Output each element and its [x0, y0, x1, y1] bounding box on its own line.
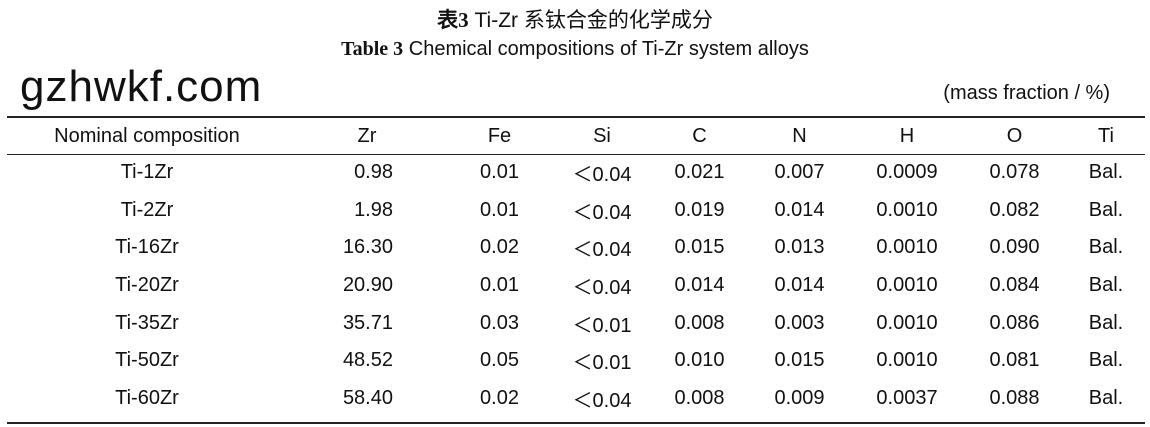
composition-table: Nominal composition Zr Fe Si C N H O Ti Ti-1Zr 0.… — [7, 118, 1145, 417]
table-cell: Bal. — [1088, 198, 1124, 221]
table-cell: 0.084 — [989, 274, 1040, 297]
unit-note: (mass fraction / %) — [943, 82, 1110, 104]
table-cell: 0.086 — [989, 311, 1040, 334]
table-cell: Ti-35Zr — [115, 311, 179, 334]
table-cell: 0.081 — [989, 349, 1040, 372]
table-cell: ＜0.04 — [572, 239, 632, 262]
table-cell: 58.40 — [342, 386, 393, 409]
table-cell: 0.003 — [774, 311, 825, 334]
table-cell: ＜0.01 — [572, 314, 632, 337]
bottom-rule — [7, 422, 1145, 424]
table-cell: Ti-60Zr — [115, 386, 179, 409]
table-cell: 0.02 — [480, 386, 519, 409]
table-cell: 0.0037 — [876, 386, 938, 409]
top-rule — [7, 116, 1145, 118]
table-cell: 0.0010 — [876, 198, 938, 221]
table-cell: Ti-16Zr — [115, 236, 179, 259]
table-cell: 0.078 — [989, 161, 1040, 184]
table-cell: 0.01 — [480, 161, 519, 184]
column-header: Si — [593, 124, 611, 147]
table-cell: 0.014 — [774, 198, 825, 221]
caption-chinese: 表3 Ti-Zr 系钛合金的化学成分 — [0, 4, 1150, 34]
table-cell: 0.0010 — [876, 349, 938, 372]
table-cell: 0.008 — [674, 386, 725, 409]
table-cell: ＜0.04 — [572, 389, 632, 412]
table-cell: 0.008 — [674, 311, 725, 334]
table-cell: 0.03 — [480, 311, 519, 334]
table-cell: 0.009 — [774, 386, 825, 409]
table-cell: 35.71 — [342, 311, 393, 334]
table-cell: 0.015 — [674, 236, 725, 259]
table-cell: 0.014 — [774, 274, 825, 297]
table-cell: 0.0010 — [876, 236, 938, 259]
table-cell: Ti-20Zr — [115, 274, 179, 297]
table-cell: 0.082 — [989, 198, 1040, 221]
table-row: Ti-50Zr 48.52 0.05 ＜0.01 0.010 0.015 0.0010 0.0… — [7, 342, 1145, 380]
column-header: Nominal composition — [54, 124, 240, 147]
table-cell: 0.05 — [480, 349, 519, 372]
table-cell: Bal. — [1088, 161, 1124, 184]
header-row: Nominal composition Zr Fe Si C N H O Ti — [7, 118, 1145, 154]
table-cell: 0.019 — [674, 198, 725, 221]
table-cell: Bal. — [1088, 311, 1124, 334]
table-cell: 0.010 — [674, 349, 725, 372]
table-row: Ti-35Zr 35.71 0.03 ＜0.01 0.008 0.003 0.0010 0.0… — [7, 304, 1145, 342]
table-cell: 0.98 — [354, 161, 393, 184]
table-cell: ＜0.04 — [572, 277, 632, 300]
table-cell: Bal. — [1088, 349, 1124, 372]
caption-label-en: Table 3 — [341, 38, 404, 60]
table-cell: 0.014 — [674, 274, 725, 297]
table-cell: 0.013 — [774, 236, 825, 259]
table-cell: 0.090 — [989, 236, 1040, 259]
table-cell: 0.0010 — [876, 274, 938, 297]
column-header: H — [899, 124, 915, 147]
table-row: Ti-60Zr 58.40 0.02 ＜0.04 0.008 0.009 0.0037 0.0… — [7, 380, 1145, 418]
table-cell: Bal. — [1088, 386, 1124, 409]
table-cell: 0.015 — [774, 349, 825, 372]
table-cell: Ti-1Zr — [120, 161, 174, 184]
table-cell: 0.0010 — [876, 311, 938, 334]
caption-english: Table 3 Chemical compositions of Ti-Zr s… — [0, 38, 1150, 61]
table-cell: 0.02 — [480, 236, 519, 259]
table-row: Ti-1Zr 0.98 0.01 ＜0.04 0.021 0.007 0.0009 0.078… — [7, 154, 1145, 192]
table-cell: Bal. — [1088, 236, 1124, 259]
header-rule — [7, 154, 1145, 155]
table-cell: 0.088 — [989, 386, 1040, 409]
watermark: gzhwkf.com — [20, 62, 263, 111]
table-cell: ＜0.01 — [572, 352, 632, 375]
table-cell: 48.52 — [342, 349, 393, 372]
table-cell: Bal. — [1088, 274, 1124, 297]
table-cell: 0.007 — [774, 161, 825, 184]
column-header: Ti — [1098, 124, 1114, 147]
table-cell: ＜0.04 — [572, 201, 632, 224]
table-row: Ti-20Zr 20.90 0.01 ＜0.04 0.014 0.014 0.0010 0.0… — [7, 267, 1145, 305]
table-cell: 1.98 — [354, 198, 393, 221]
table-cell: Ti-2Zr — [120, 198, 174, 221]
table-row: Ti-16Zr 16.30 0.02 ＜0.04 0.015 0.013 0.0010 0.0… — [7, 229, 1145, 267]
table-cell: 20.90 — [342, 274, 393, 297]
table-row: Ti-2Zr 1.98 0.01 ＜0.04 0.019 0.014 0.0010 0.082… — [7, 192, 1145, 230]
column-header: Zr — [357, 124, 377, 147]
table-cell: 0.021 — [674, 161, 725, 184]
column-header: C — [692, 124, 707, 147]
caption-label-cn: 表3 — [437, 8, 469, 32]
caption-text-cn: Ti-Zr 系钛合金的化学成分 — [474, 9, 713, 32]
table-cell: 0.01 — [480, 274, 519, 297]
table-cell: 16.30 — [342, 236, 393, 259]
column-header: Fe — [487, 124, 512, 147]
column-header: N — [792, 124, 807, 147]
table-cell: 0.0009 — [876, 161, 938, 184]
table-cell: 0.01 — [480, 198, 519, 221]
table-cell: ＜0.04 — [572, 164, 632, 187]
table-cell: Ti-50Zr — [115, 349, 179, 372]
caption-text-en: Chemical compositions of Ti-Zr system al… — [408, 38, 809, 60]
column-header: O — [1006, 124, 1023, 147]
